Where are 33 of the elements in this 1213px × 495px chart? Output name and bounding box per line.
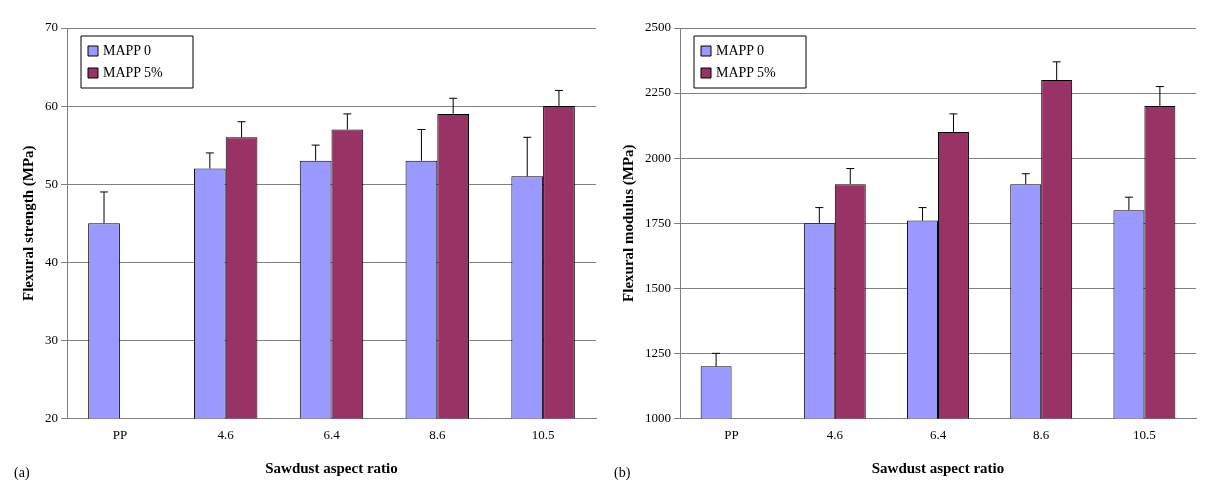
y-tick-label: 30 — [45, 331, 58, 347]
y-axis-title: Flexural strength (MPa) — [19, 145, 37, 301]
x-tick-label: PP — [724, 426, 739, 442]
x-tick-label: 8.6 — [429, 426, 446, 442]
x-tick-label: 4.6 — [826, 426, 844, 442]
text: (b) — [614, 464, 631, 481]
y-tick-label: 1750 — [645, 214, 671, 230]
x-tick-label: 6.4 — [323, 426, 341, 442]
legend-label: MAPP 0 — [716, 42, 765, 58]
x-axis-title: Sawdust aspect ratio — [265, 459, 398, 476]
x-tick-label: PP — [112, 426, 128, 442]
y-tick-label: 20 — [45, 409, 58, 425]
x-tick-label: 6.4 — [929, 426, 947, 442]
y-tick-label: 1000 — [645, 409, 671, 425]
x-tick-label: 8.6 — [1033, 426, 1050, 442]
x-tick-label: 10.5 — [531, 426, 555, 442]
y-tick-label: 50 — [45, 175, 58, 191]
y-tick-label: 40 — [45, 253, 58, 269]
y-axis-title: Flexural modulus (MPa) — [619, 144, 637, 302]
legend-label: MAPP 0 — [103, 42, 152, 58]
x-axis-title: Sawdust aspect ratio — [871, 459, 1005, 476]
y-tick-label: 60 — [45, 97, 58, 113]
legend-label: MAPP 5% — [103, 64, 164, 80]
y-tick-label: 1250 — [645, 344, 671, 360]
y-tick-label: 2000 — [645, 149, 671, 165]
legend-label: MAPP 5% — [716, 64, 777, 80]
text: (a) — [14, 464, 30, 481]
x-tick-label: 4.6 — [217, 426, 235, 442]
y-tick-label: 1500 — [645, 279, 671, 295]
y-tick-label: 2250 — [645, 84, 671, 100]
y-tick-label: 70 — [45, 19, 58, 35]
x-tick-label: 10.5 — [1133, 426, 1156, 442]
y-tick-label: 2500 — [645, 19, 671, 35]
